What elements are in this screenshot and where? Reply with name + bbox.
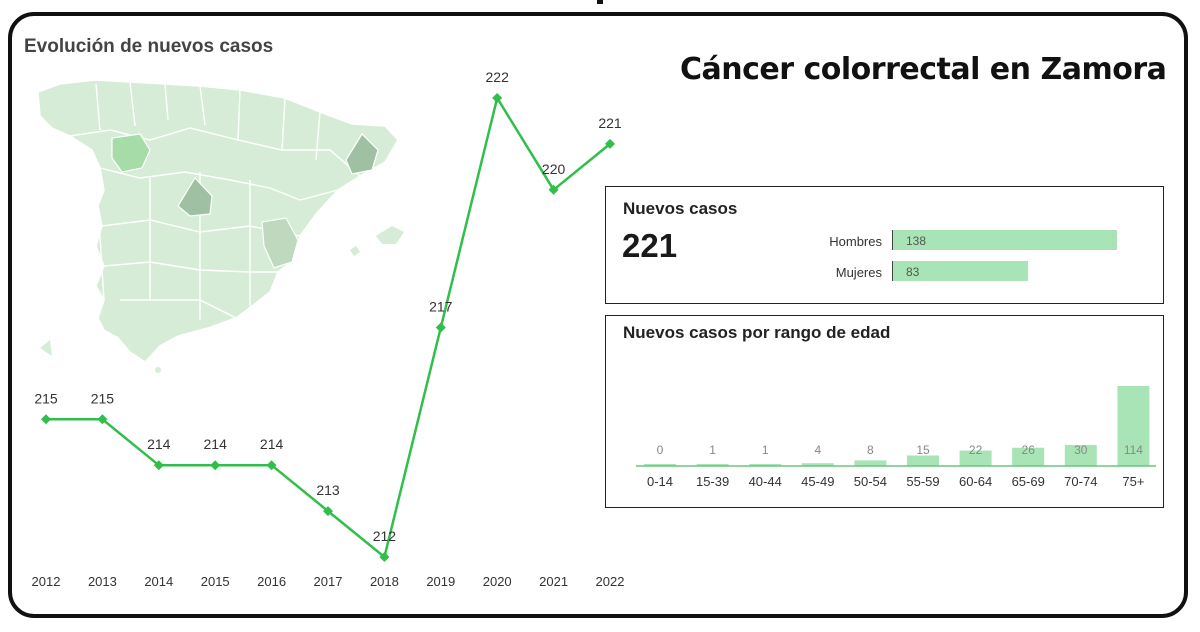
x-tick-label: 2019 — [426, 574, 455, 589]
data-label: 221 — [598, 115, 622, 131]
women-label: Mujeres — [835, 265, 882, 280]
data-label: 214 — [204, 436, 228, 452]
age-bar — [854, 460, 887, 466]
data-point — [435, 322, 446, 333]
page-title: Cáncer colorrectal en Zamora — [680, 52, 1167, 87]
new-cases-title: Nuevos casos — [623, 199, 738, 218]
age-bar — [907, 455, 939, 466]
map-canary-mark — [40, 340, 52, 356]
data-label: 215 — [91, 390, 115, 406]
new-cases-total: 221 — [622, 227, 678, 264]
age-panel: Nuevos casos por rango de edad 0 0-14 1 15-… — [605, 315, 1164, 508]
age-bar — [749, 464, 782, 466]
age-category-label: 40-44 — [749, 474, 782, 489]
age-bar-chart: 0 0-14 1 15-39 1 40-44 4 45-49 8 50-54 15 55-59 22 60… — [636, 386, 1156, 489]
age-bar-value: 0 — [657, 443, 664, 457]
age-bar — [1117, 386, 1150, 466]
age-bar — [801, 463, 834, 466]
age-bar — [1064, 444, 1097, 466]
data-point — [492, 93, 503, 103]
data-point — [210, 460, 221, 471]
x-tick-label: 2020 — [483, 574, 512, 589]
men-axis — [892, 230, 894, 250]
age-category-label: 45-49 — [801, 474, 834, 489]
line-chart: 215 2012 215 2013 214 2014 214 2015 214 2016 213 20… — [32, 69, 625, 589]
map-peninsula — [37, 79, 399, 363]
data-label: 215 — [34, 390, 58, 406]
data-point — [548, 184, 559, 195]
frame-top-mark — [597, 0, 603, 4]
age-bar — [696, 464, 729, 466]
age-bar-value: 8 — [867, 443, 874, 457]
map-ceuta — [155, 367, 161, 373]
age-bar — [959, 450, 992, 466]
data-label: 222 — [486, 69, 510, 85]
map-madrid — [177, 177, 213, 217]
data-point — [97, 414, 108, 425]
new-cases-panel: Nuevos casos 221 Hombres 138 Mujeres 83 — [605, 186, 1164, 304]
age-category-label: 0-14 — [647, 474, 673, 489]
map-barcelona — [345, 133, 379, 175]
data-label: 217 — [429, 299, 453, 315]
age-category-label: 75+ — [1122, 474, 1144, 489]
map-valencia — [261, 217, 299, 269]
men-value: 138 — [906, 234, 927, 248]
age-bar-value: 4 — [814, 443, 821, 457]
x-tick-label: 2012 — [32, 574, 61, 589]
age-bar-value: 22 — [969, 443, 983, 457]
age-bar-value: 30 — [1074, 443, 1088, 457]
line-chart-title: Evolución de nuevos casos — [24, 36, 274, 57]
x-tick-label: 2014 — [144, 574, 173, 589]
data-label: 213 — [316, 482, 340, 498]
data-label: 220 — [542, 161, 566, 177]
men-bar — [893, 230, 1117, 250]
x-tick-label: 2015 — [201, 574, 230, 589]
x-tick-label: 2013 — [88, 574, 117, 589]
age-category-label: 50-54 — [854, 474, 887, 489]
age-category-label: 65-69 — [1012, 474, 1045, 489]
women-bar — [893, 261, 1028, 281]
data-label: 214 — [147, 436, 171, 452]
data-label: 212 — [373, 528, 397, 544]
age-bar-value: 114 — [1124, 443, 1143, 457]
age-category-label: 60-64 — [959, 474, 992, 489]
map-zamora — [111, 133, 151, 173]
x-tick-label: 2018 — [370, 574, 399, 589]
age-bar — [644, 464, 676, 466]
age-category-label: 55-59 — [906, 474, 939, 489]
spain-map — [37, 79, 404, 373]
age-bar-value: 1 — [709, 443, 716, 457]
data-point — [323, 506, 333, 517]
data-point — [605, 138, 615, 149]
x-tick-label: 2022 — [596, 574, 625, 589]
age-category-label: 15-39 — [696, 474, 729, 489]
data-point — [379, 552, 390, 562]
age-bar — [1012, 447, 1045, 466]
women-axis — [892, 261, 894, 281]
age-panel-title: Nuevos casos por rango de edad — [623, 323, 891, 342]
province-borders — [69, 81, 361, 320]
x-tick-label: 2021 — [539, 574, 568, 589]
age-bar-value: 15 — [916, 443, 930, 457]
age-bar-value: 1 — [762, 443, 769, 457]
x-tick-label: 2016 — [257, 574, 286, 589]
data-point — [153, 460, 164, 471]
data-label: 214 — [260, 436, 284, 452]
map-balearic — [350, 226, 404, 256]
age-bar-value: 26 — [1022, 443, 1036, 457]
men-label: Hombres — [829, 234, 882, 249]
age-category-label: 70-74 — [1064, 474, 1097, 489]
data-point — [266, 460, 277, 471]
x-tick-label: 2017 — [314, 574, 343, 589]
women-value: 83 — [906, 265, 920, 279]
data-point — [41, 414, 51, 425]
